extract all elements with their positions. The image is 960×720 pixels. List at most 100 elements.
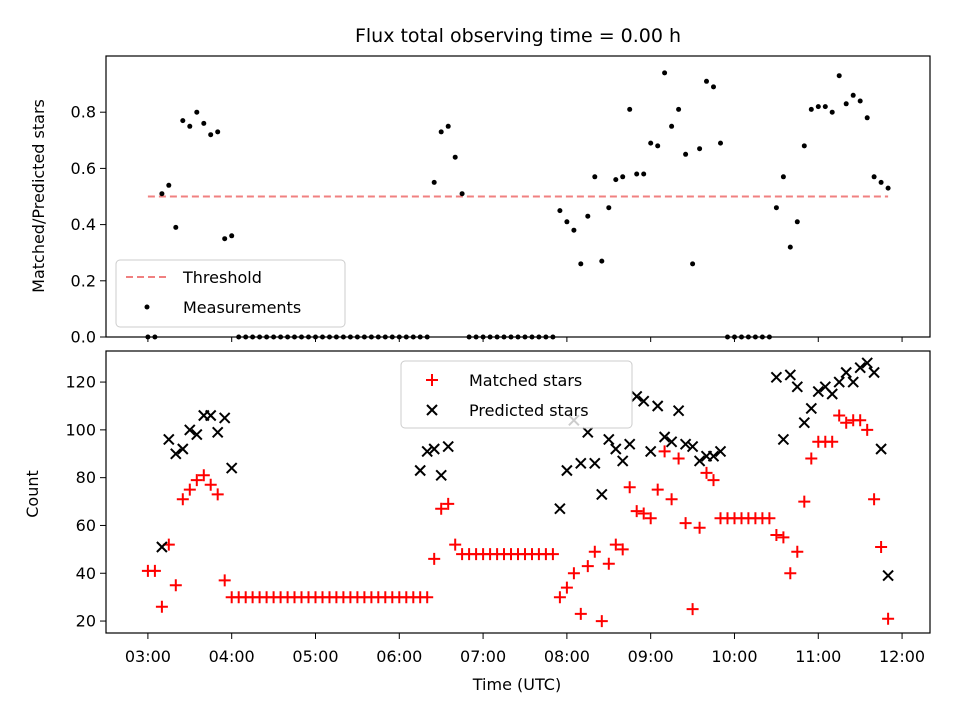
- matched-star-point: [588, 545, 601, 558]
- count-y-tick-label: 20: [76, 612, 96, 631]
- measurement-point: [459, 191, 465, 197]
- predicted-star-point: [791, 381, 804, 393]
- measurement-point: [829, 109, 835, 115]
- matched-star-point: [553, 591, 566, 604]
- count-x-tick-label: 03:00: [125, 647, 171, 666]
- legend-measurement-swatch: [144, 304, 150, 310]
- measurement-point: [571, 227, 577, 233]
- matched-star-point: [805, 452, 818, 465]
- matched-star-point: [183, 483, 196, 496]
- count-x-tick-label: 12:00: [879, 647, 925, 666]
- measurement-point: [857, 98, 863, 104]
- measurement-point: [843, 101, 849, 107]
- measurement-point: [229, 233, 235, 239]
- predicted-star-point: [812, 385, 825, 398]
- predicted-star-point: [651, 400, 664, 412]
- measurement-point: [704, 78, 709, 84]
- predicted-star-point: [665, 436, 678, 448]
- ratio-y-tick-label: 0.8: [71, 103, 96, 122]
- matched-star-point: [833, 409, 846, 422]
- measurement-point: [159, 191, 165, 197]
- count-x-tick-label: 04:00: [209, 647, 255, 666]
- measurement-point: [718, 140, 723, 146]
- predicted-star-point: [693, 455, 706, 467]
- measurement-point: [836, 73, 842, 79]
- measurement-point: [606, 205, 612, 211]
- measurement-point: [599, 258, 605, 264]
- predicted-star-point: [575, 457, 587, 470]
- matched-star-point: [595, 615, 608, 628]
- measurement-point: [215, 129, 221, 135]
- predicted-star-point: [798, 416, 811, 429]
- count-x-axis-label: Time (UTC): [472, 675, 561, 694]
- measurement-point: [208, 132, 214, 138]
- measurement-point: [787, 244, 793, 250]
- measurement-point: [166, 182, 172, 188]
- measurement-point: [815, 104, 821, 110]
- matched-star-point: [826, 435, 839, 448]
- matched-star-point: [777, 531, 790, 544]
- measurement-point: [808, 106, 814, 112]
- matched-star-point: [155, 600, 168, 613]
- matched-star-point: [840, 416, 853, 429]
- matched-star-point: [693, 521, 706, 534]
- measurement-point: [885, 185, 891, 191]
- measurement-point: [850, 92, 856, 98]
- matched-star-point: [784, 567, 797, 580]
- matched-star-point: [190, 474, 203, 487]
- ratio-legend-box: [115, 259, 346, 328]
- matched-star-point: [854, 414, 867, 427]
- matched-star-point: [574, 607, 587, 620]
- matched-star-point: [672, 452, 685, 465]
- top-chart-title: Flux total observing time = 0.00 h: [355, 25, 681, 47]
- predicted-star-point: [875, 443, 887, 455]
- matched-star-point: [581, 560, 594, 573]
- predicted-star-point: [882, 569, 894, 582]
- measurement-point: [438, 129, 444, 135]
- predicted-star-point: [630, 390, 643, 403]
- count-y-tick-label: 120: [65, 373, 96, 392]
- predicted-star-point: [170, 448, 182, 460]
- measurement-point: [641, 171, 647, 177]
- ratio-y-tick-label: 0.6: [71, 159, 96, 178]
- measurement-point: [201, 120, 207, 126]
- count-legend: Matched stars Predicted stars: [400, 360, 633, 429]
- measurement-point: [222, 236, 228, 242]
- predicted-star-point: [623, 438, 636, 450]
- predicted-star-point: [770, 371, 783, 384]
- ratio-y-tick-label: 0.2: [71, 271, 96, 290]
- count-x-tick-label: 05:00: [292, 647, 338, 666]
- measurement-point: [794, 219, 800, 225]
- measurement-point: [557, 208, 563, 214]
- measurement-point: [864, 115, 870, 121]
- matched-star-point: [875, 541, 888, 553]
- matched-star-point: [791, 545, 804, 558]
- matched-star-point: [637, 507, 650, 520]
- matched-star-point: [623, 481, 636, 494]
- legend-matched-swatch: [426, 374, 438, 386]
- matched-star-point: [868, 493, 881, 506]
- predicted-star-point: [184, 424, 196, 436]
- legend-predicted-swatch: [426, 404, 438, 416]
- ratio-legend: Threshold Measurements: [115, 259, 346, 328]
- predicted-star-point: [840, 366, 852, 379]
- ratio-y-tick-label: 0.4: [71, 215, 96, 234]
- count-y-axis-label: Count: [23, 470, 42, 518]
- predicted-star-point: [225, 462, 238, 474]
- predicted-star-point: [191, 428, 203, 441]
- measurement-point: [194, 109, 200, 115]
- matched-star-point: [686, 603, 699, 616]
- matched-star-point: [700, 466, 713, 479]
- predicted-star-point: [679, 438, 692, 450]
- measurement-point: [669, 123, 675, 129]
- legend-matched-label: Matched stars: [469, 371, 582, 390]
- matched-star-point: [567, 567, 580, 580]
- matched-star-point: [707, 474, 720, 487]
- measurement-point: [173, 224, 179, 230]
- predicted-star-point: [686, 440, 699, 453]
- measurement-point: [801, 143, 807, 149]
- measurement-point: [878, 179, 884, 185]
- predicted-star-point: [442, 440, 454, 453]
- predicted-star-point: [554, 502, 566, 515]
- matched-star-point: [644, 512, 657, 525]
